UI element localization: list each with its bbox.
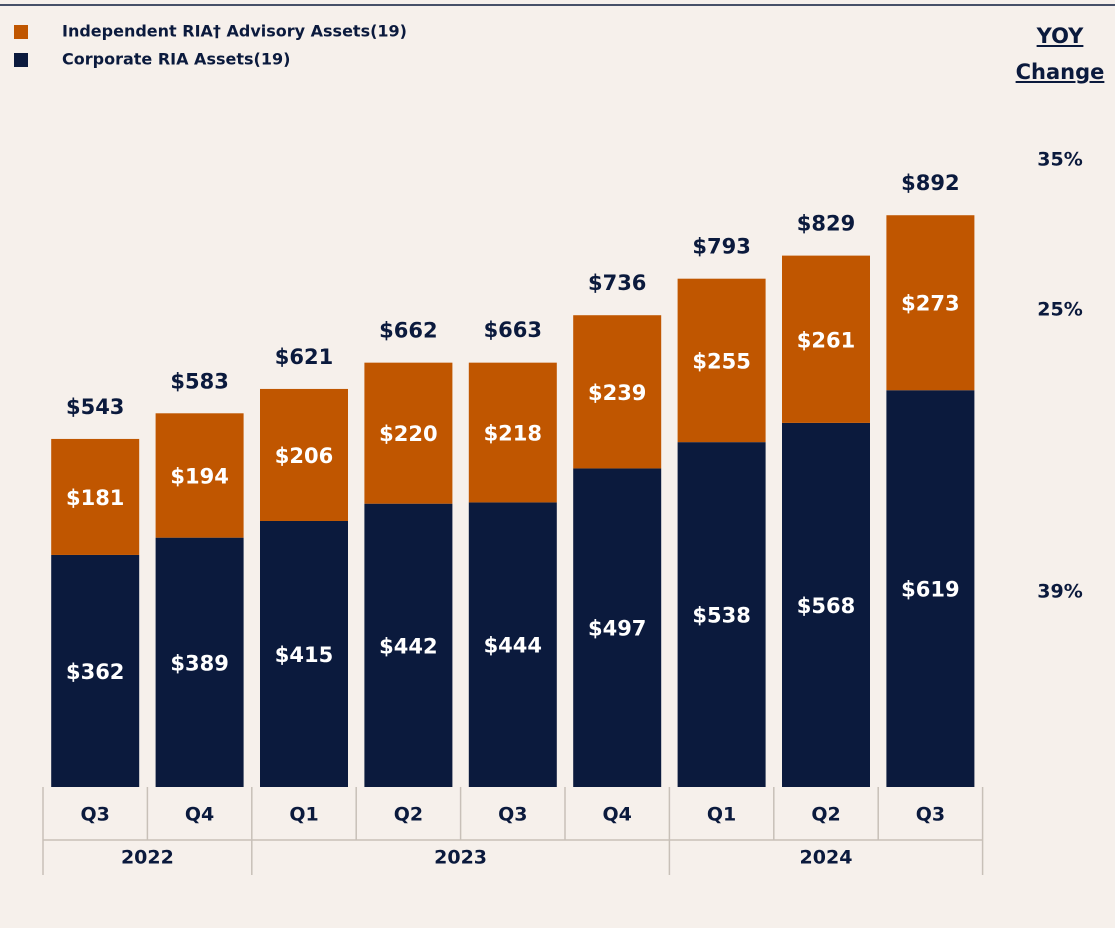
x-tick-label: Q3: [81, 804, 110, 826]
total-label: $662: [379, 319, 437, 343]
x-tick-label: Q1: [289, 804, 318, 826]
yoy-value: 35%: [1037, 149, 1082, 171]
group-label: 2024: [800, 847, 853, 869]
total-label: $583: [170, 369, 228, 393]
bar-segment: [468, 502, 557, 787]
bar-segment: [573, 315, 662, 469]
yoy-value: 25%: [1037, 299, 1082, 321]
value-label: $261: [797, 328, 855, 352]
x-tick-label: Q1: [707, 804, 736, 826]
total-label: $829: [797, 212, 855, 236]
bar-segment: [260, 388, 348, 521]
total-label: $736: [588, 271, 646, 295]
legend-swatch: [14, 53, 28, 67]
x-tick-label: Q2: [394, 804, 423, 826]
bar-segment: [155, 537, 244, 787]
bar-segment: [782, 422, 870, 787]
yoy-title: YOY Change: [1015, 24, 1105, 84]
total-label: $621: [275, 345, 333, 369]
value-label: $362: [66, 660, 124, 684]
bar-segment: [573, 468, 662, 787]
value-label: $218: [484, 422, 542, 446]
yoy-value: 39%: [1037, 581, 1082, 603]
total-label: $793: [692, 235, 750, 259]
bar-segment: [51, 438, 140, 555]
value-label: $255: [692, 349, 750, 373]
value-label: $220: [379, 422, 437, 446]
bar-segment: [782, 255, 870, 423]
bar-segment: [886, 215, 975, 391]
value-label: $415: [275, 643, 333, 667]
x-tick-label: Q4: [185, 804, 214, 826]
value-label: $206: [275, 444, 333, 468]
x-tick-label: Q3: [916, 804, 945, 826]
legend-label: Independent RIA† Advisory Assets(19): [62, 22, 407, 41]
x-tick-label: Q2: [811, 804, 840, 826]
x-tick-label: Q4: [603, 804, 632, 826]
total-label: $892: [901, 171, 959, 195]
value-label: $273: [901, 292, 959, 316]
group-label: 2023: [434, 847, 487, 869]
value-label: $568: [797, 594, 855, 618]
value-label: $538: [692, 604, 750, 628]
bar-segment: [364, 503, 453, 787]
value-label: $239: [588, 381, 646, 405]
value-label: $497: [588, 617, 646, 641]
legend-swatch: [14, 25, 28, 39]
x-tick-label: Q3: [498, 804, 527, 826]
bar-segment: [886, 390, 975, 787]
bar-segment: [260, 520, 348, 787]
bar-segment: [468, 362, 557, 503]
bar-segment: [364, 362, 453, 504]
value-label: $442: [379, 634, 437, 658]
bar-segment: [677, 442, 766, 787]
value-label: $194: [170, 464, 228, 488]
bar-segment: [51, 554, 140, 787]
total-label: $663: [484, 318, 542, 342]
legend-label: Corporate RIA Assets(19): [62, 50, 290, 69]
bar-segment: [677, 278, 766, 443]
total-label: $543: [66, 395, 124, 419]
group-label: 2022: [121, 847, 174, 869]
value-label: $181: [66, 486, 124, 510]
value-label: $619: [901, 578, 959, 602]
value-label: $444: [484, 634, 542, 658]
value-label: $389: [170, 651, 228, 675]
bar-segment: [155, 413, 244, 538]
